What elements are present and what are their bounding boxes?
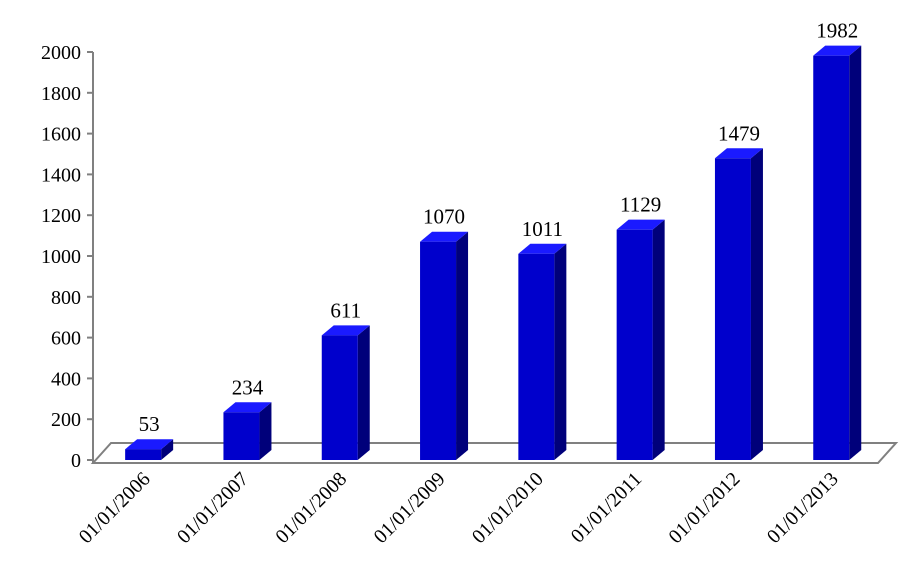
bar-side bbox=[849, 45, 862, 461]
data-label: 1011 bbox=[522, 217, 563, 241]
data-labels: 53 234 611 1070 1011 1129 1479 1982 bbox=[139, 19, 859, 437]
bar-side bbox=[554, 243, 567, 460]
y-axis: 0 200 400 600 800 1000 1200 1400 1600 1800 2000 bbox=[41, 42, 94, 472]
floor-plane bbox=[90, 442, 899, 464]
bar bbox=[321, 325, 370, 460]
data-label: 1070 bbox=[423, 205, 465, 229]
bar-top bbox=[223, 402, 272, 413]
bar bbox=[616, 219, 665, 460]
bar-top bbox=[714, 148, 763, 159]
x-tick-label: 01/01/2008 bbox=[271, 468, 351, 548]
x-tick-label: 01/01/2007 bbox=[173, 468, 253, 548]
y-tick-label: 0 bbox=[71, 450, 81, 472]
y-tick-label: 200 bbox=[51, 409, 81, 431]
bar-front bbox=[813, 55, 850, 461]
y-tick-label: 1400 bbox=[41, 164, 81, 186]
chart-floor bbox=[90, 442, 899, 464]
data-label: 53 bbox=[139, 412, 160, 436]
y-tick-label: 1800 bbox=[41, 83, 81, 105]
bar-front bbox=[125, 449, 162, 460]
y-tick-label: 1200 bbox=[41, 205, 81, 227]
x-tick-label: 01/01/2012 bbox=[664, 468, 744, 548]
y-tick-label: 2000 bbox=[41, 42, 81, 64]
bar-front bbox=[321, 335, 358, 460]
bar bbox=[813, 45, 862, 461]
data-label: 611 bbox=[330, 298, 361, 322]
bar-side bbox=[456, 231, 469, 460]
bar-side bbox=[259, 402, 272, 460]
bar bbox=[420, 231, 469, 460]
bar-front bbox=[420, 241, 457, 460]
y-tick-label: 1000 bbox=[41, 246, 81, 268]
bar-front bbox=[518, 253, 555, 460]
bar-front bbox=[714, 158, 751, 460]
bar bbox=[125, 439, 174, 460]
bar-top bbox=[321, 325, 370, 336]
x-axis-labels: 01/01/2006 01/01/2007 01/01/2008 01/01/2009… bbox=[75, 468, 843, 548]
bar bbox=[714, 148, 763, 460]
bar-side bbox=[161, 439, 174, 460]
bar bbox=[518, 243, 567, 460]
bar bbox=[223, 402, 272, 460]
bar-side bbox=[652, 219, 665, 460]
data-label: 1479 bbox=[718, 121, 760, 145]
y-tick-label: 1600 bbox=[41, 124, 81, 146]
x-tick-label: 01/01/2011 bbox=[567, 468, 646, 547]
data-label: 1982 bbox=[816, 19, 858, 43]
bar-top bbox=[518, 243, 567, 254]
bar-series bbox=[125, 45, 862, 461]
bar-top bbox=[125, 439, 174, 450]
bar-top bbox=[616, 219, 665, 230]
bar-front bbox=[616, 229, 653, 460]
bar-front bbox=[223, 412, 260, 460]
bar-top bbox=[420, 231, 469, 242]
y-tick-label: 400 bbox=[51, 368, 81, 390]
data-label: 234 bbox=[232, 375, 264, 399]
x-tick-label: 01/01/2010 bbox=[468, 468, 548, 548]
bar-side bbox=[750, 148, 763, 460]
data-label: 1129 bbox=[620, 193, 661, 217]
bar-side bbox=[357, 325, 370, 460]
x-tick-label: 01/01/2013 bbox=[763, 468, 843, 548]
bar-top bbox=[813, 45, 862, 56]
x-tick-label: 01/01/2006 bbox=[75, 468, 155, 548]
x-tick-label: 01/01/2009 bbox=[370, 468, 450, 548]
y-tick-label: 600 bbox=[51, 328, 81, 350]
y-tick-label: 800 bbox=[51, 287, 81, 309]
